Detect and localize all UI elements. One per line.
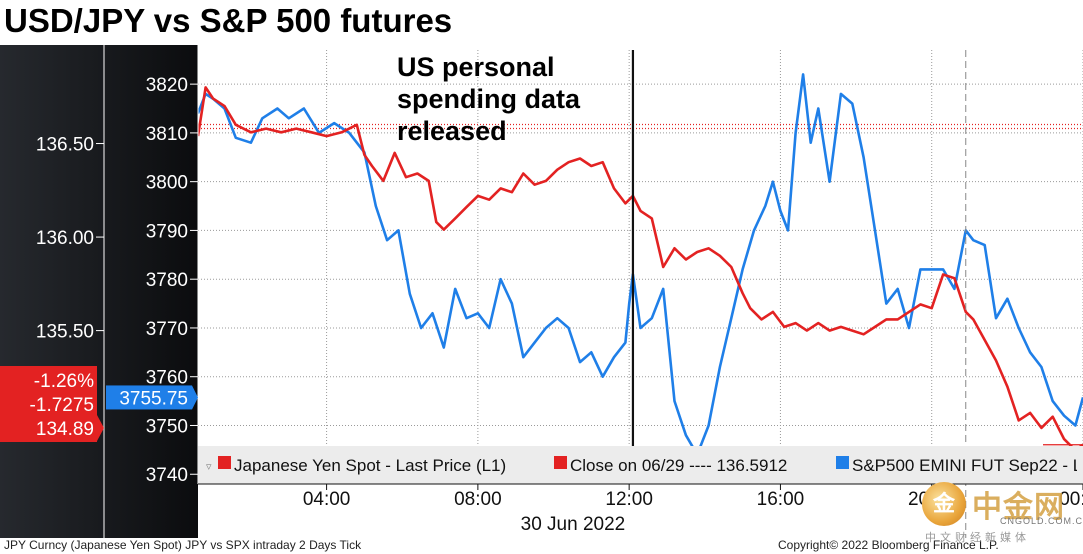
- legend-item-close: Close on 06/29 ---- 136.5912: [570, 456, 787, 475]
- legend-item-usdjpy: Japanese Yen Spot - Last Price (L1): [234, 456, 506, 475]
- legend-item-usdjpy-swatch: [218, 456, 231, 469]
- left-tick-label: 136.50: [36, 135, 94, 156]
- watermark-text: 中金网: [972, 491, 1065, 524]
- left-tick-label: 135.50: [36, 322, 94, 343]
- spx-last-label: 3755.75: [119, 388, 188, 409]
- legend-item-close-swatch: [554, 456, 567, 469]
- x-tick-label: 00:00: [1059, 489, 1083, 510]
- spx-tick-label: 3760: [146, 368, 188, 389]
- watermark-logo: 金: [922, 482, 966, 526]
- legend-box: [198, 446, 1083, 484]
- spx-badge-pointer: [192, 385, 198, 410]
- release-annotation-line: spending data: [397, 84, 581, 114]
- legend-item-spx-swatch: [836, 456, 849, 469]
- spx-tick-label: 3780: [146, 270, 188, 291]
- watermark-logo-char: 金: [932, 491, 955, 516]
- legend-pin-icon: ▿: [206, 461, 212, 473]
- x-tick-label: 04:00: [303, 489, 351, 510]
- net-change-label: -1.7275: [30, 395, 94, 416]
- spx-tick-label: 3820: [146, 75, 188, 96]
- legend-item-spx: S&P500 EMINI FUT Sep22 - L: [852, 456, 1082, 475]
- legend-clip: [1077, 446, 1083, 484]
- watermark-subtitle: 中文财经新媒体: [925, 532, 1030, 544]
- usdjpy-last-label: 134.89: [36, 419, 94, 440]
- plot-area: [198, 50, 1083, 484]
- axis-panel: [0, 45, 198, 538]
- footer-copyright: Copyright© 2022 Bloomberg Finance L.P.: [778, 538, 999, 552]
- usdjpy-badge-pointer: [97, 415, 104, 441]
- pct-change-label: -1.26%: [34, 371, 94, 392]
- spx-tick-label: 3770: [146, 319, 188, 340]
- spx-tick-label: 3740: [146, 465, 188, 486]
- release-annotation-line: US personal: [397, 52, 555, 82]
- spx-tick-label: 3750: [146, 416, 188, 437]
- spx-tick-label: 3800: [146, 173, 188, 194]
- date-label: 30 Jun 2022: [521, 514, 626, 535]
- usdjpy-line: [196, 86, 1083, 452]
- release-annotation-line: released: [397, 116, 507, 146]
- footer-source: JPY Curncy (Japanese Yen Spot) JPY vs SP…: [4, 538, 362, 552]
- spx-badge: [106, 385, 192, 410]
- left-tick-label: 136.00: [36, 228, 94, 249]
- usdjpy-badge: [0, 366, 97, 442]
- x-tick-label: 08:00: [454, 489, 502, 510]
- x-tick-label: 12:00: [605, 489, 653, 510]
- spx-tick-label: 3810: [146, 124, 188, 145]
- watermark-url: CNGOLD.COM.CN: [1000, 516, 1083, 526]
- spx-futures-line: [196, 73, 1083, 457]
- spx-tick-label: 3790: [146, 221, 188, 242]
- x-tick-label: 16:00: [757, 489, 805, 510]
- chart-title: USD/JPY vs S&P 500 futures: [4, 2, 453, 39]
